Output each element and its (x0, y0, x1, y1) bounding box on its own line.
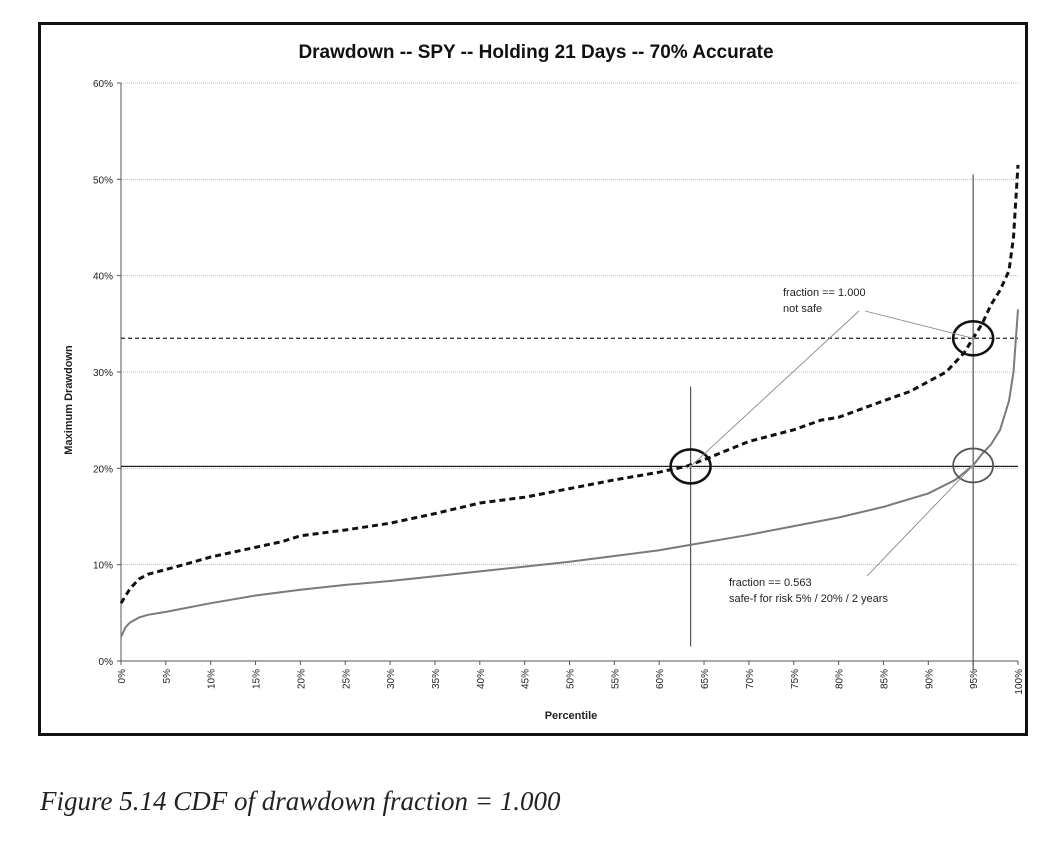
annotation-text: fraction == 1.000 (783, 287, 866, 299)
highlight-circle (951, 319, 995, 357)
x-tick-label: 20% (296, 669, 307, 689)
x-tick-label: 25% (341, 669, 352, 689)
x-tick-label: 55% (610, 669, 621, 689)
x-axis-label: Percentile (545, 710, 598, 722)
y-tick-labels: 0% 10% 20% 30% 40% 50% 60% (93, 79, 113, 668)
x-tick-label: 90% (924, 669, 935, 689)
x-tick-label: 10% (207, 669, 218, 689)
y-tick-label: 10% (93, 561, 113, 572)
annotation-leader-line (864, 310, 974, 339)
y-tick-label: 60% (93, 79, 113, 90)
highlight-circle (952, 447, 995, 484)
y-tick-label: 0% (99, 657, 114, 668)
annotation-text: fraction == 0.563 (729, 577, 812, 589)
y-tick-label: 50% (93, 175, 113, 186)
x-tick-label: 80% (835, 669, 846, 689)
solid-drawdown-series (120, 309, 1019, 638)
annotation-text: safe-f for risk 5% / 20% / 2 years (729, 593, 888, 605)
x-tick-label: 35% (431, 669, 442, 689)
x-tick-label: 45% (521, 669, 532, 689)
chart-title: Drawdown -- SPY -- Holding 21 Days -- 70… (298, 42, 773, 63)
y-tick-label: 40% (93, 272, 113, 283)
chart-frame: Drawdown -- SPY -- Holding 21 Days -- 70… (38, 22, 1028, 736)
highlight-circles (669, 319, 995, 485)
x-tick-label: 95% (969, 669, 980, 689)
annotations: fraction == 1.000 not safe fraction == 0.5… (729, 287, 888, 605)
x-tick-label: 100% (1014, 669, 1025, 695)
reference-lines (121, 174, 1018, 671)
x-tick-label: 15% (252, 669, 263, 689)
x-tick-label: 30% (386, 669, 397, 689)
x-tick-label: 70% (745, 669, 756, 689)
x-tick-label: 85% (879, 669, 890, 689)
series-lines (119, 164, 1020, 638)
annotation-leader-line (866, 465, 974, 577)
annotation-leaders (689, 310, 975, 577)
x-tick-labels: 0% 5% 10% 15% 20% 25% 30% 35% 40% 45% 50% 55% 60% 65%… (117, 669, 1025, 695)
annotation-arrowhead (971, 336, 975, 340)
x-tick-label: 40% (476, 669, 487, 689)
annotation-arrowhead (689, 464, 693, 468)
figure-caption: Figure 5.14 CDF of drawdown fraction = 1… (40, 786, 561, 816)
x-tick-label: 65% (700, 669, 711, 689)
dashed-drawdown-series (119, 164, 1020, 604)
drawdown-chart: Drawdown -- SPY -- Holding 21 Days -- 70… (63, 42, 1025, 722)
annotation-text: not safe (783, 303, 822, 315)
x-tick-label: 5% (162, 669, 173, 684)
x-tick-label: 0% (117, 669, 128, 684)
grid-lines (117, 82, 1019, 665)
y-tick-label: 30% (93, 368, 113, 379)
x-tick-label: 50% (566, 669, 577, 689)
x-tick-label: 75% (790, 669, 801, 689)
annotation-leader-line (690, 310, 860, 467)
x-tick-label: 60% (655, 669, 666, 689)
y-tick-label: 20% (93, 464, 113, 475)
highlight-circle (669, 448, 712, 485)
annotation-arrowhead (971, 463, 975, 467)
y-axis-label: Maximum Drawdown (63, 345, 75, 455)
